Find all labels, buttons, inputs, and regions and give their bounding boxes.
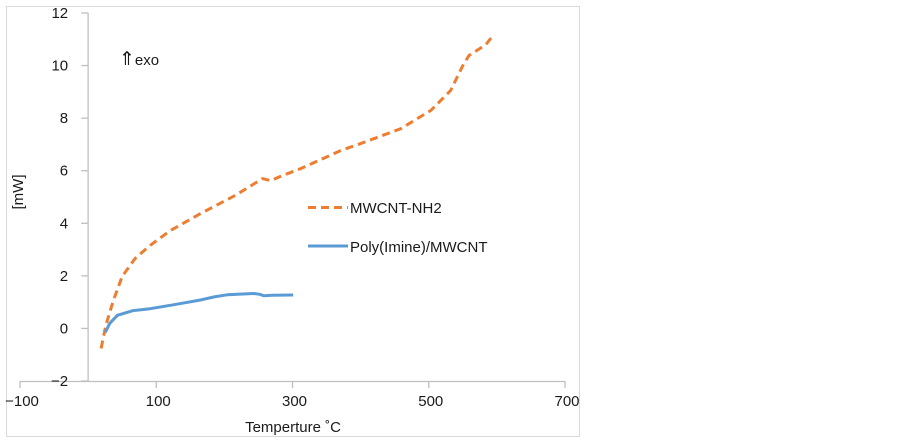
legend-label-poly-imine: Poly(Imine)/MWCNT: [350, 239, 488, 256]
y-tick-label: 8: [60, 110, 68, 127]
legend: MWCNT-NH2 Poly(Imine)/MWCNT: [308, 200, 488, 256]
x-tick-label: 300: [282, 393, 307, 410]
x-tick-label: −100: [5, 393, 39, 410]
exo-text: exo: [135, 52, 159, 69]
series-line-mwcnt-nh2: [99, 33, 496, 349]
exo-annotation: ⇑exo: [119, 49, 159, 70]
y-tick-label: 0: [60, 320, 68, 337]
x-tick-label: 700: [554, 393, 579, 410]
y-tick-label: 10: [51, 58, 68, 75]
chart-frame: [6, 6, 580, 437]
x-axis-label: Temperture ˚C: [245, 419, 341, 436]
y-axis-label: [mW]: [10, 175, 27, 210]
y-tick-label: 2: [60, 268, 68, 285]
y-tick-label: 12: [51, 5, 68, 22]
axes: −100 100 300 500 700 −2 0 2 4 6 8 10 12: [5, 5, 579, 410]
y-tick-label: 6: [60, 163, 68, 180]
series-group: [99, 33, 496, 349]
y-tick-label: −2: [51, 373, 68, 390]
series-line-poly-imine-mwcnt: [103, 292, 294, 334]
y-tick-label: 4: [60, 215, 68, 232]
x-tick-label: 500: [418, 393, 443, 410]
exo-arrow-icon: ⇑: [119, 49, 135, 70]
x-tick-label: 100: [146, 393, 171, 410]
legend-label-mwcnt-nh2: MWCNT-NH2: [350, 200, 442, 217]
